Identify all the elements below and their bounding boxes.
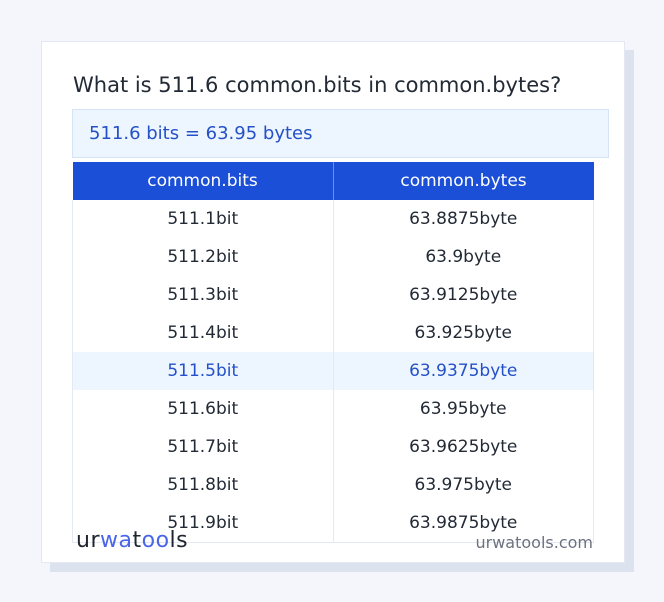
table-row: 511.6bit 63.95byte bbox=[72, 390, 594, 428]
bytes-cell: 63.95byte bbox=[332, 390, 594, 428]
bits-cell: 511.4bit bbox=[72, 314, 334, 352]
table-row: 511.5bit 63.9375byte bbox=[72, 352, 594, 390]
bits-cell: 511.3bit bbox=[72, 276, 334, 314]
table-row: 511.1bit 63.8875byte bbox=[72, 200, 594, 238]
column-header-bytes: common.bytes bbox=[332, 162, 594, 200]
bytes-cell: 63.9625byte bbox=[332, 428, 594, 466]
conversion-table: common.bits common.bytes 511.1bit 63.8875… bbox=[72, 162, 594, 543]
bytes-cell: 63.9byte bbox=[332, 238, 594, 276]
page-title: What is 511.6 common.bits in common.byte… bbox=[73, 73, 562, 97]
bits-cell: 511.7bit bbox=[72, 428, 334, 466]
bytes-cell: 63.9125byte bbox=[332, 276, 594, 314]
bits-cell: 511.8bit bbox=[72, 466, 334, 504]
bytes-cell: 63.9875byte bbox=[332, 504, 594, 543]
bytes-cell: 63.8875byte bbox=[332, 200, 594, 238]
site-link[interactable]: urwatools.com bbox=[475, 533, 594, 552]
bits-cell: 511.9bit bbox=[72, 504, 334, 543]
table-row: 511.7bit 63.9625byte bbox=[72, 428, 594, 466]
bytes-cell: 63.925byte bbox=[332, 314, 594, 352]
bytes-cell: 63.9375byte bbox=[332, 352, 594, 390]
table-row: 511.8bit 63.975byte bbox=[72, 466, 594, 504]
bits-cell: 511.2bit bbox=[72, 238, 334, 276]
table-row: 511.3bit 63.9125byte bbox=[72, 276, 594, 314]
table-row: 511.9bit 63.9875byte bbox=[72, 504, 594, 543]
table-row: 511.4bit 63.925byte bbox=[72, 314, 594, 352]
urwatools-logo[interactable]: urwatools bbox=[76, 528, 189, 553]
bits-cell: 511.1bit bbox=[72, 200, 334, 238]
bits-cell: 511.5bit bbox=[72, 352, 334, 390]
bits-cell: 511.6bit bbox=[72, 390, 334, 428]
bytes-cell: 63.975byte bbox=[332, 466, 594, 504]
conversion-card: What is 511.6 common.bits in common.byte… bbox=[41, 41, 625, 563]
table-row: 511.2bit 63.9byte bbox=[72, 238, 594, 276]
column-header-bits: common.bits bbox=[72, 162, 333, 200]
conversion-result: 511.6 bits = 63.95 bytes bbox=[72, 109, 609, 158]
